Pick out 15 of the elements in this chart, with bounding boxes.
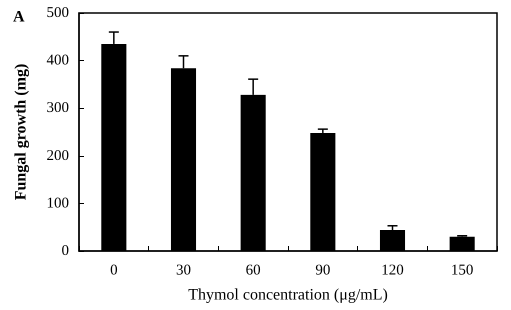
y-tick-label: 100: [46, 195, 69, 212]
y-axis-title: Fungal growth (mg): [12, 64, 30, 200]
x-tick-label: 120: [381, 262, 404, 278]
chart-title: A: [13, 8, 25, 26]
x-tick-label: 0: [110, 262, 118, 278]
x-tick-label: 30: [176, 262, 191, 278]
y-tick-label: 0: [62, 243, 69, 259]
y-tick-label: 500: [46, 5, 69, 21]
y-tick-label: 300: [46, 100, 69, 116]
x-axis-title: Thymol concentration (μg/mL): [188, 286, 388, 304]
x-tick-label: 90: [315, 262, 330, 278]
x-tick-label: 60: [246, 262, 261, 278]
x-tick-label: 150: [450, 262, 474, 278]
y-tick-label: 200: [46, 148, 69, 164]
y-tick-label: 400: [46, 52, 69, 69]
